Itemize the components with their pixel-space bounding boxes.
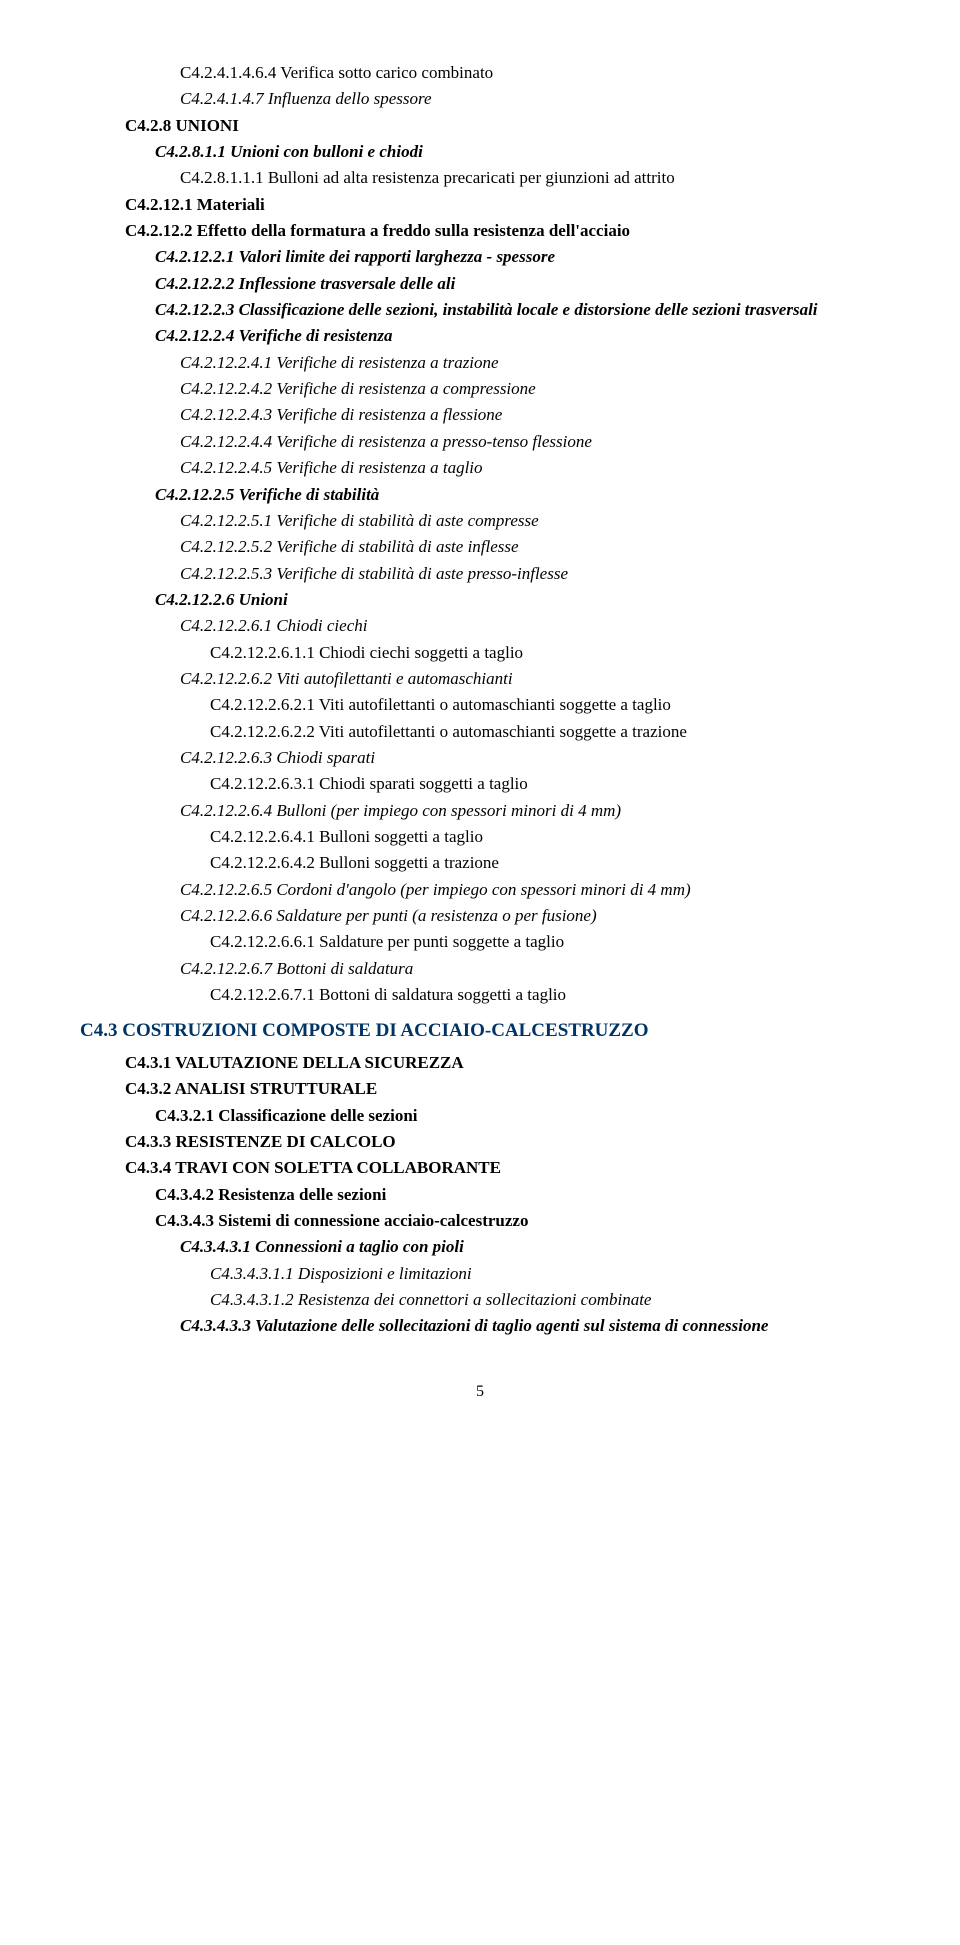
toc-entry: C4.3 COSTRUZIONI COMPOSTE DI ACCIAIO-CAL… — [80, 1016, 880, 1045]
toc-entry: C4.3.4.2 Resistenza delle sezioni — [155, 1182, 880, 1208]
table-of-contents: C4.2.4.1.4.6.4 Verifica sotto carico com… — [80, 60, 880, 1340]
toc-entry: C4.2.12.2.6.7 Bottoni di saldatura — [180, 956, 880, 982]
toc-entry: C4.2.12.2.4.3 Verifiche di resistenza a … — [180, 402, 880, 428]
toc-entry: C4.2.12.2.6 Unioni — [155, 587, 880, 613]
toc-entry: C4.2.12.2.6.4.2 Bulloni soggetti a trazi… — [210, 850, 880, 876]
toc-entry: C4.2.12.2.5.1 Verifiche di stabilità di … — [180, 508, 880, 534]
toc-entry: C4.3.3 RESISTENZE DI CALCOLO — [125, 1129, 880, 1155]
toc-entry: C4.2.12.2.6.7.1 Bottoni di saldatura sog… — [210, 982, 880, 1008]
toc-entry: C4.2.8.1.1.1 Bulloni ad alta resistenza … — [180, 165, 880, 191]
toc-entry: C4.2.12.2.6.2.2 Viti autofilettanti o au… — [210, 719, 880, 745]
toc-entry: C4.3.4.3.3 Valutazione delle sollecitazi… — [180, 1313, 880, 1339]
toc-entry: C4.3.2.1 Classificazione delle sezioni — [155, 1103, 880, 1129]
toc-entry: C4.3.4.3.1.1 Disposizioni e limitazioni — [210, 1261, 880, 1287]
toc-entry: C4.2.12.2.4.5 Verifiche di resistenza a … — [180, 455, 880, 481]
toc-entry: C4.2.12.2.6.3.1 Chiodi sparati soggetti … — [210, 771, 880, 797]
toc-entry: C4.2.4.1.4.7 Influenza dello spessore — [180, 86, 880, 112]
toc-entry: C4.2.12.2 Effetto della formatura a fred… — [125, 218, 880, 244]
toc-entry: C4.2.12.2.4.1 Verifiche di resistenza a … — [180, 350, 880, 376]
toc-entry: C4.3.4.3.1.2 Resistenza dei connettori a… — [210, 1287, 880, 1313]
toc-entry: C4.2.8.1.1 Unioni con bulloni e chiodi — [155, 139, 880, 165]
toc-entry: C4.2.12.2.3 Classificazione delle sezion… — [155, 297, 880, 323]
toc-entry: C4.3.1 VALUTAZIONE DELLA SICUREZZA — [125, 1050, 880, 1076]
toc-entry: C4.3.4.3 Sistemi di connessione acciaio-… — [155, 1208, 880, 1234]
toc-entry: C4.2.4.1.4.6.4 Verifica sotto carico com… — [180, 60, 880, 86]
toc-entry: C4.2.12.2.6.1 Chiodi ciechi — [180, 613, 880, 639]
toc-entry: C4.2.12.2.6.6 Saldature per punti (a res… — [180, 903, 880, 929]
toc-entry: C4.2.12.2.5.2 Verifiche di stabilità di … — [180, 534, 880, 560]
toc-entry: C4.2.12.2.1 Valori limite dei rapporti l… — [155, 244, 880, 270]
toc-entry: C4.2.12.2.5 Verifiche di stabilità — [155, 482, 880, 508]
toc-entry: C4.2.12.2.4.2 Verifiche di resistenza a … — [180, 376, 880, 402]
toc-entry: C4.2.12.2.6.6.1 Saldature per punti sogg… — [210, 929, 880, 955]
toc-entry: C4.2.12.2.6.5 Cordoni d'angolo (per impi… — [180, 877, 880, 903]
toc-entry: C4.3.2 ANALISI STRUTTURALE — [125, 1076, 880, 1102]
toc-entry: C4.2.12.2.4.4 Verifiche di resistenza a … — [180, 429, 880, 455]
toc-entry: C4.2.12.2.6.4 Bulloni (per impiego con s… — [180, 798, 880, 824]
toc-entry: C4.2.12.2.5.3 Verifiche di stabilità di … — [180, 561, 880, 587]
toc-entry: C4.2.12.2.6.2.1 Viti autofilettanti o au… — [210, 692, 880, 718]
toc-entry: C4.3.4 TRAVI CON SOLETTA COLLABORANTE — [125, 1155, 880, 1181]
toc-entry: C4.3.4.3.1 Connessioni a taglio con piol… — [180, 1234, 880, 1260]
toc-entry: C4.2.12.2.2 Inflessione trasversale dell… — [155, 271, 880, 297]
toc-entry: C4.2.12.2.6.2 Viti autofilettanti e auto… — [180, 666, 880, 692]
toc-entry: C4.2.12.1 Materiali — [125, 192, 880, 218]
toc-entry: C4.2.8 UNIONI — [125, 113, 880, 139]
toc-entry: C4.2.12.2.6.3 Chiodi sparati — [180, 745, 880, 771]
page-number: 5 — [80, 1380, 880, 1405]
toc-entry: C4.2.12.2.4 Verifiche di resistenza — [155, 323, 880, 349]
toc-entry: C4.2.12.2.6.4.1 Bulloni soggetti a tagli… — [210, 824, 880, 850]
toc-entry: C4.2.12.2.6.1.1 Chiodi ciechi soggetti a… — [210, 640, 880, 666]
